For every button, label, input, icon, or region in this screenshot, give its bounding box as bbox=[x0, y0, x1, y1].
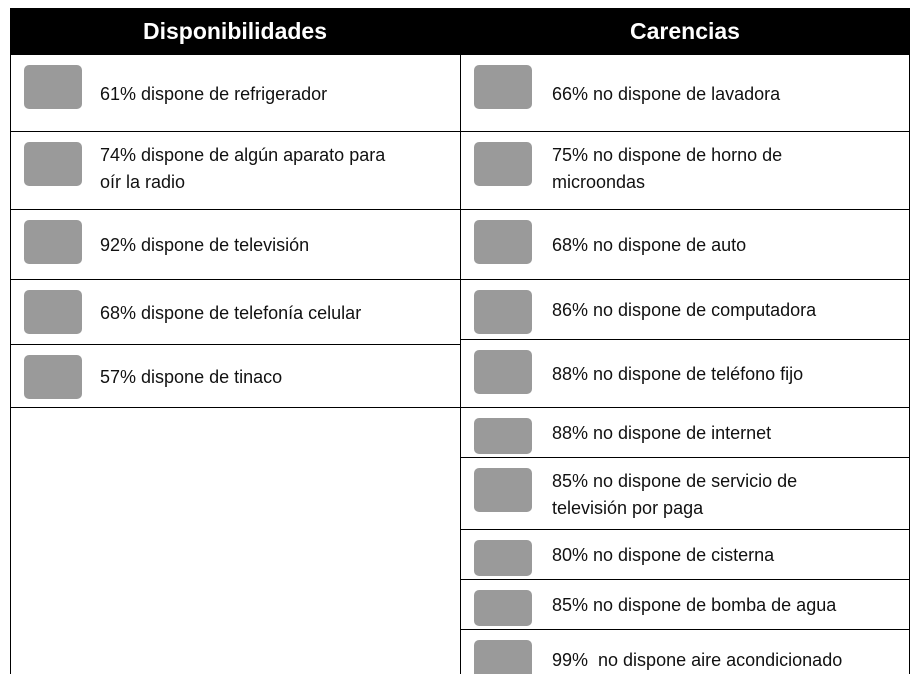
header: Carencias bbox=[460, 8, 910, 55]
icon bbox=[24, 65, 82, 109]
icon bbox=[474, 142, 532, 186]
icon bbox=[474, 590, 532, 626]
row bbox=[10, 280, 460, 345]
row bbox=[10, 345, 460, 408]
row bbox=[460, 458, 910, 530]
icon bbox=[474, 468, 532, 512]
row bbox=[460, 408, 910, 458]
row bbox=[460, 340, 910, 408]
row bbox=[10, 55, 460, 132]
cell-text: 66% no dispone de lavadora bbox=[552, 83, 781, 104]
cell-text: 86% no dispone de computadora bbox=[552, 300, 817, 320]
row bbox=[10, 132, 460, 210]
icon bbox=[474, 640, 532, 674]
cell-text: 80% no dispone de cisterna bbox=[552, 545, 775, 565]
row bbox=[460, 55, 910, 132]
cell-text: oír la radio bbox=[100, 172, 186, 192]
icon bbox=[24, 142, 82, 186]
cell-text: 85% no dispone de bomba de agua bbox=[552, 595, 837, 615]
icon bbox=[474, 540, 532, 576]
cell-text: 68% no dispone de auto bbox=[552, 235, 747, 255]
icon bbox=[474, 290, 532, 334]
cell-text: 61% dispone de refrigerador bbox=[100, 83, 328, 104]
header: Disponibilidades bbox=[10, 8, 460, 55]
cell-text: televisión por paga bbox=[552, 498, 704, 518]
cell-text: 92% dispone de televisión bbox=[100, 235, 310, 255]
icon bbox=[474, 418, 532, 454]
border bbox=[10, 8, 11, 674]
icon bbox=[474, 220, 532, 264]
cell-text: microondas bbox=[552, 172, 646, 192]
cell-text: 88% no dispone de internet bbox=[552, 423, 772, 443]
cell-text: 74% dispone de algún aparato para bbox=[100, 145, 386, 165]
cell-text: 85% no dispone de servicio de bbox=[552, 471, 798, 491]
row bbox=[460, 580, 910, 630]
icon bbox=[24, 220, 82, 264]
icon bbox=[24, 290, 82, 334]
row bbox=[460, 280, 910, 340]
row bbox=[10, 210, 460, 280]
row bbox=[460, 530, 910, 580]
icon bbox=[24, 355, 82, 399]
row bbox=[460, 210, 910, 280]
cell-text: 99% no dispone aire acondicionado bbox=[552, 650, 843, 670]
cell-text: 88% no dispone de teléfono fijo bbox=[552, 364, 804, 384]
cell-text: 75% no dispone de horno de bbox=[552, 145, 783, 165]
cell-text: 68% dispone de telefonía celular bbox=[100, 302, 362, 323]
border bbox=[460, 8, 461, 674]
icon bbox=[474, 65, 532, 109]
row bbox=[460, 132, 910, 210]
border bbox=[909, 8, 910, 674]
cell-text: 57% dispone de tinaco bbox=[100, 366, 283, 387]
icon bbox=[474, 350, 532, 394]
